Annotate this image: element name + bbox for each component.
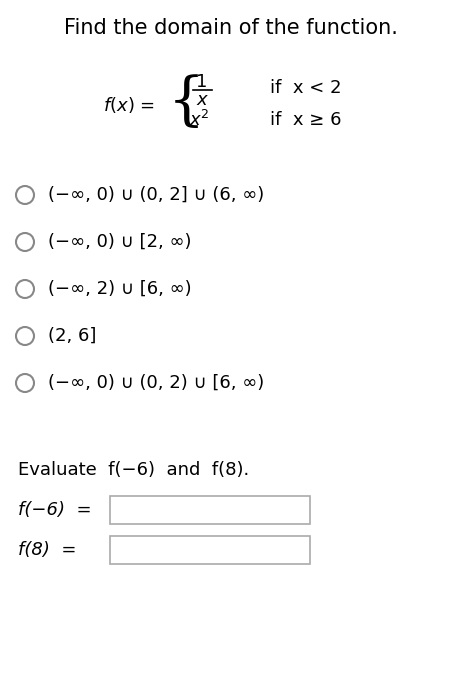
FancyBboxPatch shape bbox=[110, 536, 310, 564]
Text: (−∞, 0) ∪ (0, 2] ∪ (6, ∞): (−∞, 0) ∪ (0, 2] ∪ (6, ∞) bbox=[48, 186, 264, 204]
Text: (2, 6]: (2, 6] bbox=[48, 327, 97, 345]
Text: f(−6)  =: f(−6) = bbox=[18, 501, 91, 519]
Text: x: x bbox=[197, 91, 207, 109]
Text: {: { bbox=[168, 75, 205, 131]
Text: f(8)  =: f(8) = bbox=[18, 541, 77, 559]
Text: $x^{2}$: $x^{2}$ bbox=[188, 110, 209, 130]
Text: Find the domain of the function.: Find the domain of the function. bbox=[64, 18, 398, 38]
Text: if  x ≥ 6: if x ≥ 6 bbox=[270, 111, 341, 129]
Text: 1: 1 bbox=[196, 73, 208, 91]
Text: if  x < 2: if x < 2 bbox=[270, 79, 341, 97]
Text: Evaluate  f(−6)  and  f(8).: Evaluate f(−6) and f(8). bbox=[18, 461, 249, 479]
Text: (−∞, 2) ∪ [6, ∞): (−∞, 2) ∪ [6, ∞) bbox=[48, 280, 192, 298]
FancyBboxPatch shape bbox=[110, 496, 310, 524]
Text: $f(x)$ =: $f(x)$ = bbox=[103, 95, 155, 115]
Text: (−∞, 0) ∪ [2, ∞): (−∞, 0) ∪ [2, ∞) bbox=[48, 233, 192, 251]
Text: (−∞, 0) ∪ (0, 2) ∪ [6, ∞): (−∞, 0) ∪ (0, 2) ∪ [6, ∞) bbox=[48, 374, 264, 392]
